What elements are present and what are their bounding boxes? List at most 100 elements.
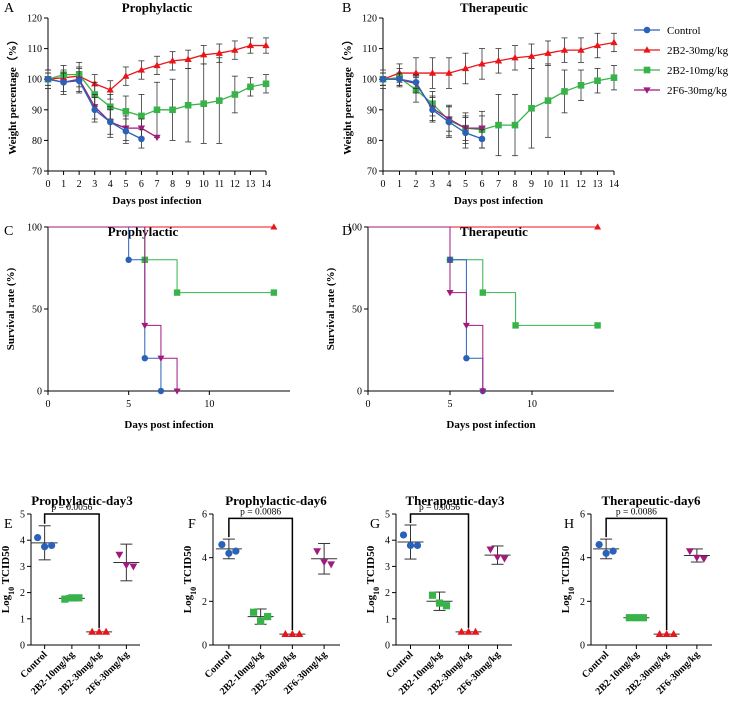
x-tick-label: 5 xyxy=(448,399,453,410)
panel-letter-D: D xyxy=(342,224,352,239)
survival-step-line xyxy=(368,226,598,326)
legend-marker xyxy=(643,66,651,74)
survival-marker xyxy=(173,289,181,296)
group-f6 xyxy=(484,545,511,565)
y-axis-title: Survival rate (%) xyxy=(5,267,17,350)
y-tick-label: 1 xyxy=(20,614,25,625)
panel-C: C Prophylactic 0 50 100 0 5 10 Days post infecti… xyxy=(4,223,290,431)
data-point xyxy=(250,608,258,616)
data-point xyxy=(396,75,403,83)
group-f6 xyxy=(683,548,710,563)
data-point xyxy=(528,104,535,112)
x-tick-label: 5 xyxy=(463,179,468,190)
panel-letter-C: C xyxy=(4,224,13,239)
series-g10 xyxy=(368,226,601,329)
x-tick-label: 9 xyxy=(186,179,191,190)
y-axis-title: Weight percentage（%） xyxy=(341,34,354,154)
data-point xyxy=(662,629,671,637)
legend-item-f6: 2F6-30mg/kg xyxy=(634,85,727,97)
data-point xyxy=(169,106,176,114)
data-point xyxy=(462,129,469,137)
survival-marker xyxy=(594,223,602,230)
data-point xyxy=(231,91,239,98)
survival-marker xyxy=(173,388,181,395)
x-tick-label: 14 xyxy=(609,179,619,190)
bracket-line xyxy=(605,517,668,631)
x-tick-label: 4 xyxy=(108,179,113,190)
data-point xyxy=(379,75,387,83)
x-tick-label: 8 xyxy=(513,179,518,190)
group-r30 xyxy=(455,627,482,635)
x-tick-label: 10 xyxy=(527,399,537,410)
panel-letter-A: A xyxy=(4,1,15,16)
data-point xyxy=(153,61,161,69)
y-tick-label: 2 xyxy=(202,597,207,608)
data-point xyxy=(428,69,437,76)
data-point xyxy=(544,49,552,56)
x-tick-label: 13 xyxy=(593,179,603,190)
series-control xyxy=(48,226,165,395)
y-tick-label: 0 xyxy=(202,641,207,652)
y-tick-label: 80 xyxy=(367,136,377,147)
data-point xyxy=(495,121,502,129)
x-tick-label: 2 xyxy=(414,179,419,190)
data-point xyxy=(486,546,495,554)
y-tick-label: 4 xyxy=(202,553,207,564)
y-tick-label: 6 xyxy=(580,510,585,521)
x-tick-label: 6 xyxy=(139,179,144,190)
data-point xyxy=(102,627,111,635)
y-tick-label: 50 xyxy=(352,305,362,316)
legend-marker xyxy=(643,46,651,53)
data-point xyxy=(68,594,76,602)
survival-marker xyxy=(479,289,486,296)
group-g10 xyxy=(58,594,85,603)
y-tick-label: 4 xyxy=(580,553,585,564)
y-tick-label: 0 xyxy=(357,387,362,398)
data-point xyxy=(91,106,99,114)
data-point xyxy=(527,52,536,59)
x-tick-label: 1 xyxy=(397,179,402,190)
x-axis-title: Days post infection xyxy=(112,195,201,207)
category-label: Control xyxy=(203,649,234,680)
data-point xyxy=(232,547,240,555)
y-axis-title-sub: 10 xyxy=(189,587,198,595)
data-point xyxy=(595,540,603,549)
survival-step-line xyxy=(48,226,162,391)
group-f6 xyxy=(113,543,140,582)
x-tick-label: 0 xyxy=(46,399,51,410)
data-point xyxy=(257,617,265,625)
data-point xyxy=(44,75,52,83)
data-point xyxy=(478,60,486,67)
y-tick-label: 0 xyxy=(37,387,42,398)
panel-title-H: Therapeutic-day6 xyxy=(602,493,701,508)
legend-label: Control xyxy=(667,25,701,37)
data-point xyxy=(412,69,420,76)
data-point xyxy=(594,77,601,85)
series-g10 xyxy=(379,63,618,157)
data-point xyxy=(511,53,519,61)
x-tick-label: 10 xyxy=(204,399,214,410)
x-tick-label: 14 xyxy=(261,179,271,190)
survival-marker xyxy=(479,388,487,395)
x-tick-label: 10 xyxy=(543,179,553,190)
data-point xyxy=(493,554,502,562)
group-r30 xyxy=(279,629,306,637)
data-point xyxy=(184,101,192,109)
x-tick-label: 5 xyxy=(123,179,128,190)
y-tick-label: 2 xyxy=(385,588,390,599)
survival-marker xyxy=(157,387,165,395)
data-point xyxy=(246,41,255,49)
data-point xyxy=(442,602,451,610)
y-tick-label: 110 xyxy=(27,44,42,55)
legend-label: 2B2-30mg/kg xyxy=(667,45,729,57)
data-point xyxy=(60,78,67,86)
data-point xyxy=(168,57,177,64)
data-point xyxy=(153,134,161,142)
legend-item-control: Control xyxy=(634,25,701,37)
data-point xyxy=(445,118,453,126)
y-tick-label: 5 xyxy=(385,510,390,521)
legend-marker xyxy=(643,26,651,34)
